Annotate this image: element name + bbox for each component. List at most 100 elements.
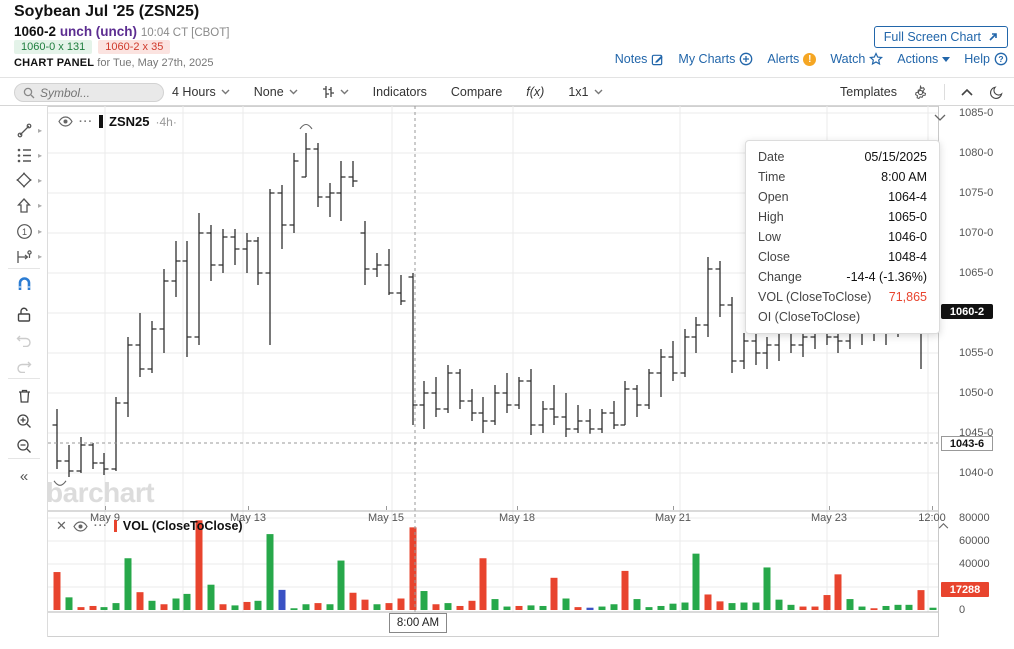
volume-bar — [65, 597, 73, 610]
tooltip-value: 71,865 — [888, 290, 927, 304]
watch-link[interactable]: Watch — [830, 52, 884, 66]
alerts-link[interactable]: Alerts ! — [767, 52, 817, 66]
tooltip-label: VOL (CloseToClose) — [758, 290, 872, 304]
price-panel-collapse-icon[interactable] — [934, 114, 946, 122]
volume-bar — [479, 558, 487, 610]
trendline-icon — [17, 123, 31, 137]
price-bar — [88, 443, 98, 469]
more-options-icon[interactable]: ··· — [93, 520, 108, 532]
notes-link[interactable]: Notes — [615, 52, 665, 66]
price-bar — [620, 381, 630, 426]
symbol-search[interactable] — [14, 83, 164, 102]
volume-bar — [834, 574, 842, 610]
last-price: 1060-2 — [14, 24, 57, 39]
volume-bar — [89, 605, 97, 610]
trendline-tool[interactable]: ▸ — [0, 118, 48, 142]
full-screen-chart-button[interactable]: Full Screen Chart — [873, 26, 1008, 48]
volume-bar — [586, 607, 594, 610]
volume-bar — [882, 605, 890, 610]
volume-bar — [728, 603, 736, 610]
price-bar — [490, 385, 500, 425]
dark-mode-toggle[interactable] — [989, 85, 1004, 100]
price-bar — [668, 341, 678, 381]
volume-bar — [763, 567, 771, 610]
fx-button[interactable]: f(x) — [526, 85, 544, 99]
tools-dropdown[interactable]: None — [254, 85, 298, 99]
sidebar-divider — [8, 458, 40, 459]
volume-bar — [515, 605, 523, 610]
volume-bar — [645, 607, 653, 610]
line-tools[interactable]: ▸ — [0, 143, 48, 167]
volume-bar — [373, 604, 381, 610]
symbol-input[interactable] — [40, 85, 150, 100]
period-dropdown[interactable]: 4 Hours — [172, 85, 230, 99]
price-bar — [573, 405, 583, 433]
price-bar — [478, 397, 488, 433]
arrow-annotation-tool[interactable]: ▸ — [0, 193, 48, 217]
arrow-up-icon — [17, 197, 31, 213]
line-list-icon — [17, 148, 31, 162]
volume-axis-label: 40000 — [959, 558, 990, 570]
measure-tool[interactable]: ▸ — [0, 244, 48, 268]
help-link[interactable]: Help ? — [964, 52, 1008, 66]
chart-style-dropdown[interactable] — [322, 85, 349, 99]
tooltip-label: High — [758, 210, 784, 224]
my-charts-link[interactable]: My Charts — [678, 52, 753, 66]
time-tick — [386, 506, 387, 510]
volume-panel-collapse-icon[interactable] — [938, 522, 949, 529]
collapse-sidebar-button[interactable]: « — [19, 467, 29, 485]
eye-icon[interactable] — [73, 520, 88, 532]
volume-bar — [823, 595, 831, 610]
highest-high-marker — [299, 123, 313, 130]
chevron-right-icon: ▸ — [38, 200, 43, 210]
ohlc-tooltip: Date 05/15/2025 Time 8:00 AM Open 1064-4 High 1… — [745, 140, 940, 334]
volume-bar — [195, 520, 203, 610]
templates-button[interactable]: Templates — [840, 85, 897, 99]
actions-menu[interactable]: Actions — [897, 52, 951, 66]
more-options-icon[interactable]: ··· — [79, 115, 93, 128]
delete-drawings-button[interactable] — [0, 384, 48, 408]
price-bar — [502, 373, 512, 413]
price-axis-label: 1055-0 — [959, 347, 994, 359]
lock-tool[interactable] — [0, 302, 48, 326]
price-bar — [609, 401, 619, 429]
tooltip-label: Time — [758, 170, 786, 184]
price-bar — [123, 337, 133, 417]
volume-bar — [870, 608, 878, 610]
price-bar — [762, 337, 772, 369]
price-bar — [76, 437, 86, 473]
grid-layout-dropdown[interactable]: 1x1 — [568, 85, 603, 99]
quote-timestamp: 10:04 CT [CBOT] — [140, 27, 230, 39]
numbered-annotation-tool[interactable]: 1 ▸ — [0, 219, 48, 243]
price-axis-label: 1070-0 — [959, 227, 994, 239]
help-label: Help — [964, 52, 990, 66]
price-bar — [656, 349, 666, 397]
chevron-down-icon — [221, 89, 230, 95]
current-volume-badge: 17288 — [941, 582, 989, 597]
close-volume-icon[interactable]: ✕ — [56, 518, 67, 533]
price-bar — [230, 229, 240, 265]
undo-button[interactable] — [0, 328, 48, 352]
collapse-toolbar-button[interactable] — [961, 88, 973, 96]
volume-bar — [361, 599, 369, 610]
price-axis-label: 1040-0 — [959, 467, 994, 479]
header-links: Notes My Charts Alerts ! Watch Actions H… — [615, 52, 1008, 66]
magnet-snap-tool[interactable] — [0, 273, 48, 297]
indicators-button[interactable]: Indicators — [373, 85, 427, 99]
eye-icon[interactable] — [58, 116, 73, 127]
shapes-tool[interactable]: ▸ — [0, 168, 48, 192]
tooltip-label: Low — [758, 230, 781, 244]
zoom-in-button[interactable] — [0, 409, 48, 433]
volume-legend: ✕ ··· VOL (CloseToClose) — [56, 518, 243, 534]
zoom-out-button[interactable] — [0, 434, 48, 458]
price-axis[interactable]: 1060-2 1043-6 17288 1085-0 1080-0 1075-0 10… — [938, 106, 1014, 637]
price-bar — [182, 241, 192, 357]
price-bar — [336, 161, 346, 221]
settings-button[interactable] — [913, 84, 928, 100]
compare-button[interactable]: Compare — [451, 85, 502, 99]
redo-button[interactable] — [0, 354, 48, 378]
toolbar-items: 4 Hours None Indicators Compare f(x) 1x1 — [172, 78, 603, 106]
volume-bar — [444, 603, 452, 610]
plus-circle-icon — [740, 52, 753, 66]
